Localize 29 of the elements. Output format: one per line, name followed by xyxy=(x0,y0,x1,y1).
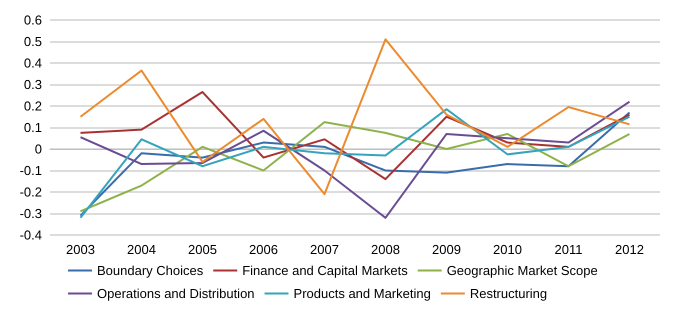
line-series xyxy=(80,38,630,196)
line-series xyxy=(80,91,630,180)
y-tick-label: -0.1 xyxy=(20,163,42,178)
legend-label: Boundary Choices xyxy=(97,263,204,278)
legend-label: Geographic Market Scope xyxy=(446,263,598,278)
y-tick-label: 0.3 xyxy=(24,77,42,92)
y-tick-label: 0.2 xyxy=(24,98,42,114)
x-tick-label: 2009 xyxy=(432,242,461,257)
y-tick-label: 0.6 xyxy=(24,12,42,28)
y-tick-label: 0.1 xyxy=(24,120,42,135)
y-tick-label: -0.3 xyxy=(20,206,42,221)
y-tick-label: 0 xyxy=(34,142,42,156)
x-tick-label: 2011 xyxy=(554,242,582,257)
x-tick-label: 2008 xyxy=(371,242,400,257)
x-tick-label: 2004 xyxy=(127,242,156,257)
x-tick-label: 2003 xyxy=(66,242,95,257)
y-tick-label: 0.5 xyxy=(24,34,42,49)
legend-label: Products and Marketing xyxy=(294,286,431,301)
x-tick-label: 2010 xyxy=(493,242,522,257)
y-tick-label: -0.2 xyxy=(20,184,42,200)
x-tick-label: 2005 xyxy=(188,242,217,257)
y-tick-label: 0.4 xyxy=(24,56,42,70)
legend-label: Operations and Distribution xyxy=(97,286,255,301)
x-tick-label: 2007 xyxy=(310,242,339,257)
x-tick-label: 2012 xyxy=(615,242,644,257)
legend-label: Restructuring xyxy=(470,286,548,301)
x-tick-label: 2006 xyxy=(249,242,278,257)
y-tick-label: -0.4 xyxy=(20,228,42,242)
legend-label: Finance and Capital Markets xyxy=(242,263,408,278)
